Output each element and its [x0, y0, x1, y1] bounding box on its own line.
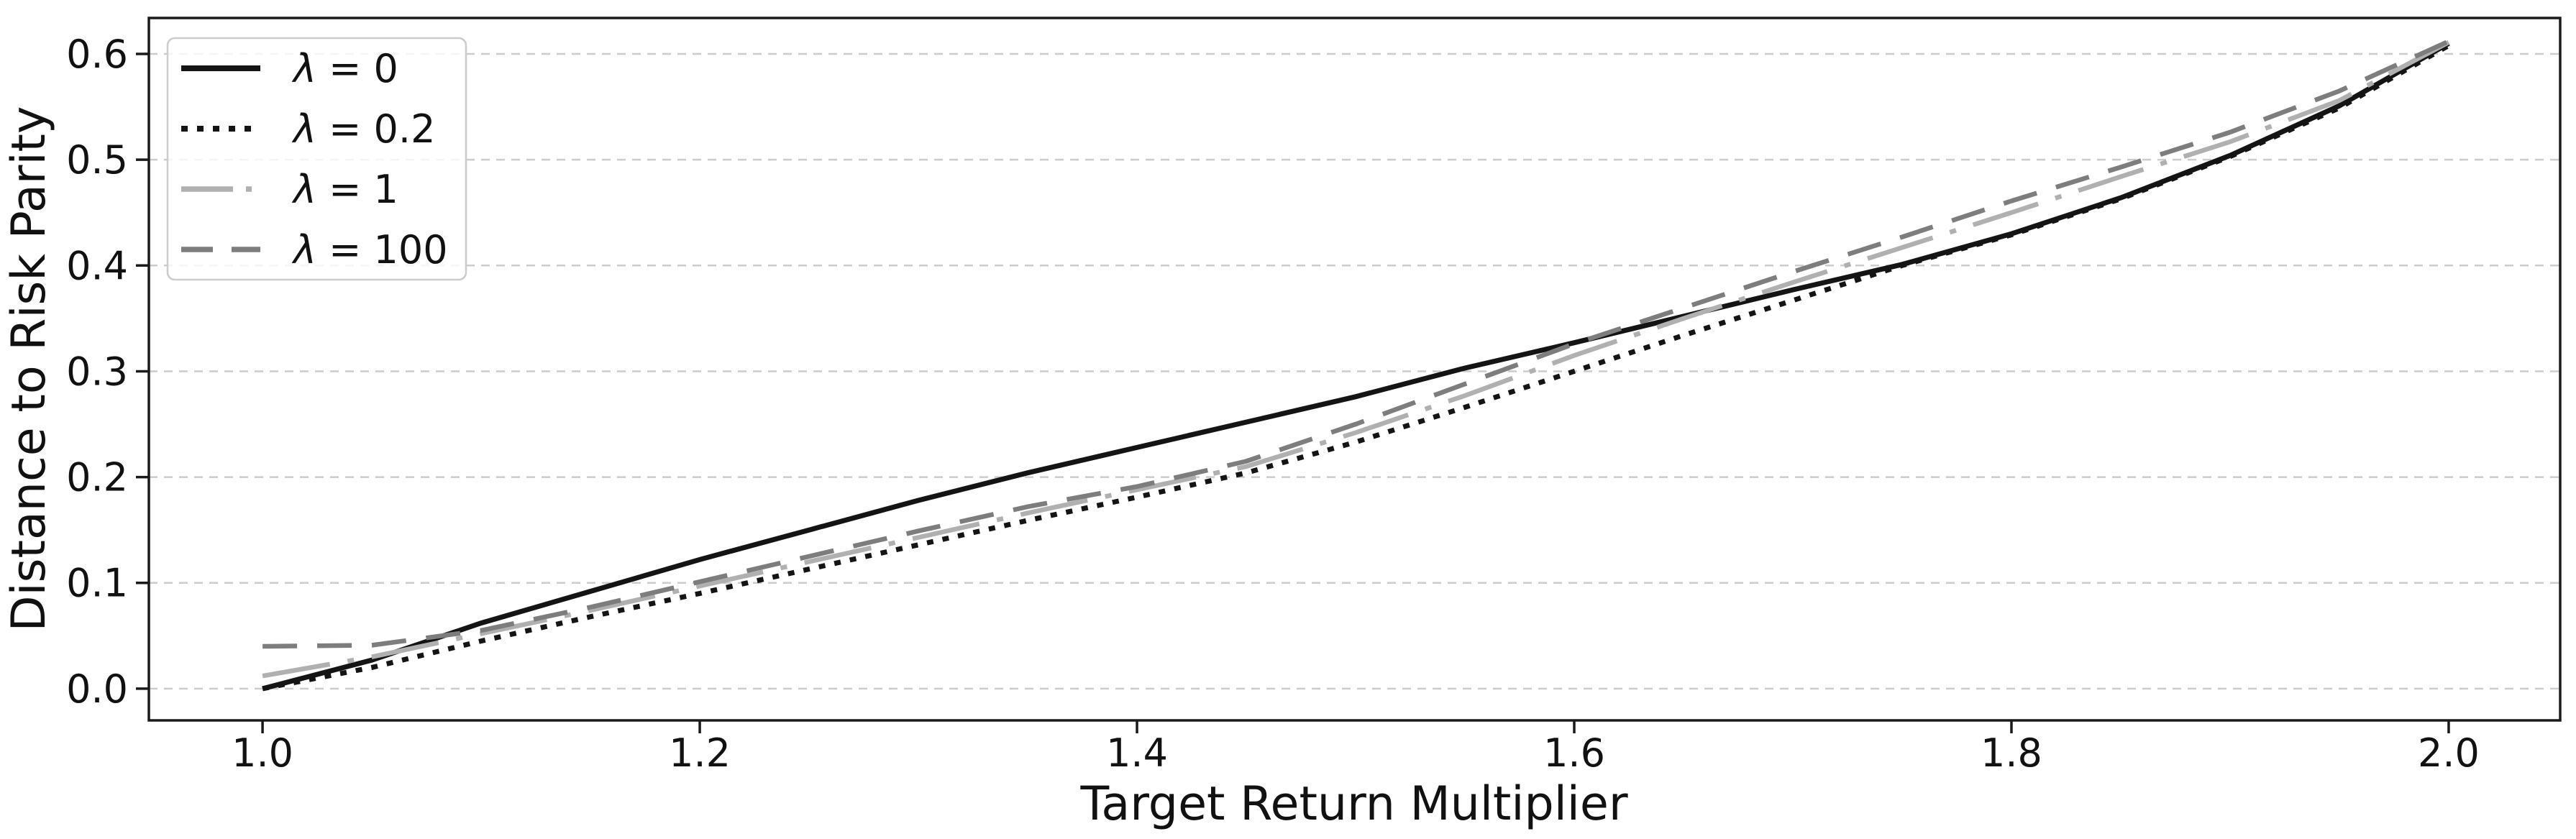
legend-box — [166, 37, 467, 281]
data-series — [262, 39, 2450, 692]
x-tick-label: 1.2 — [669, 730, 731, 776]
axis-ticks: 1.0 1.2 1.4 1.6 1.8 2.0 0.0 0.1 0.2 0.3 0.4 0.5 0.6 — [66, 32, 2480, 776]
legend-entry-label: λ = 0.2 — [291, 106, 435, 152]
series-line-dashed — [262, 39, 2450, 649]
y-tick-label: 0.2 — [66, 455, 128, 500]
y-tick-label: 0.1 — [66, 561, 128, 606]
series-line-solid — [262, 41, 2450, 692]
plot-border — [147, 17, 2562, 722]
y-tick-label: 0.0 — [66, 666, 128, 712]
y-tick-label: 0.3 — [66, 349, 128, 394]
y-axis-label: Distance to Risk Parity — [2, 106, 56, 631]
series-line-dashdot — [262, 40, 2450, 679]
series-line-dotted — [262, 43, 2450, 692]
legend-entry-label: λ = 0 — [291, 46, 398, 91]
x-tick-label: 1.8 — [1981, 730, 2042, 776]
gridlines — [149, 52, 2560, 690]
x-tick-label: 1.4 — [1106, 730, 1168, 776]
y-tick-label: 0.5 — [66, 137, 128, 183]
x-tick-label: 1.0 — [232, 730, 293, 776]
legend-entry-label: λ = 1 — [291, 167, 398, 212]
y-tick-label: 0.6 — [66, 32, 128, 77]
x-axis-label: Target Return Multiplier — [1079, 777, 1627, 831]
y-tick-label: 0.4 — [66, 243, 128, 288]
x-tick-label: 2.0 — [2418, 730, 2480, 776]
legend-entry-label: λ = 100 — [291, 227, 448, 272]
legend: λ = 0 λ = 0.2 λ = 1 λ = 100 — [166, 37, 467, 281]
x-tick-label: 1.6 — [1543, 730, 1605, 776]
